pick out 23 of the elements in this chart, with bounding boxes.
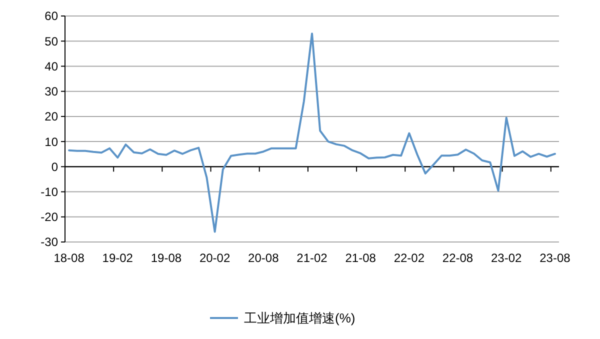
x-tick-label: 19-08 [150,251,182,265]
x-tick-label: 19-02 [102,251,134,265]
y-tick-label: 20 [44,110,58,124]
line-series [68,32,556,233]
x-tick-label: 22-02 [394,251,425,265]
y-tick-label: 50 [44,34,58,48]
y-tick-label: -20 [40,210,58,224]
x-tick-label: 21-02 [296,251,328,265]
y-tick-label: 60 [44,9,58,24]
y-tick-label: 40 [44,59,58,74]
x-tick-label: 23-02 [491,251,522,265]
y-tick-label: 30 [44,84,58,99]
x-tick-label: 21-08 [345,251,376,265]
y-tick-label: 0 [51,160,58,174]
x-tick-label: 22-08 [442,251,474,265]
legend-label: 工业增加值增速(%) [244,310,356,326]
x-tick-label: 20-02 [199,251,230,265]
y-tick-label: -10 [40,184,58,199]
x-tick-label: 20-08 [248,251,280,265]
y-tick-label: -30 [40,235,58,250]
y-tick-label: 10 [44,134,58,149]
x-tick-label: 18-08 [54,251,85,265]
x-tick-label: 23-08 [540,251,571,265]
